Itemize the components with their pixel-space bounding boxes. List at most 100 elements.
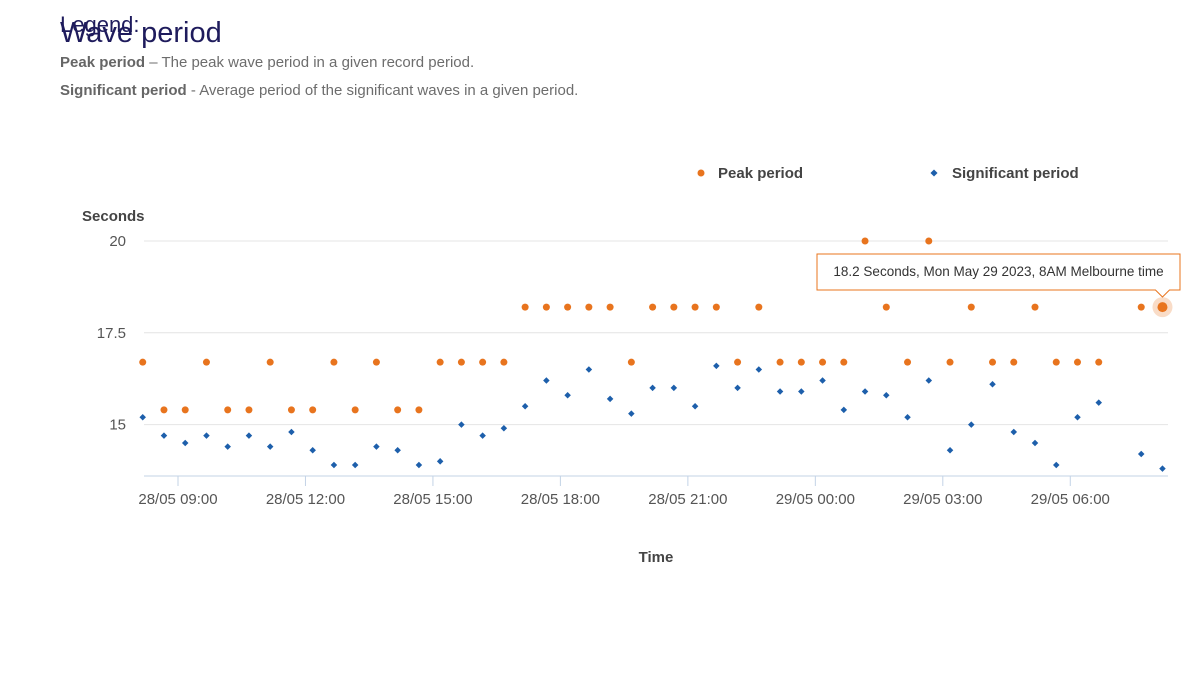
significant-period-point bbox=[288, 428, 295, 436]
peak-period-point bbox=[139, 358, 147, 366]
peak-period-point bbox=[457, 358, 465, 366]
peak-period-point bbox=[946, 358, 954, 366]
significant-period-point bbox=[436, 458, 444, 465]
significant-period-point bbox=[1010, 428, 1018, 436]
significant-period-point bbox=[734, 384, 741, 392]
x-tick-label: 28/05 15:00 bbox=[393, 491, 472, 508]
significant-period-point bbox=[585, 366, 593, 373]
peak-period-point bbox=[415, 406, 423, 414]
significant-period-point bbox=[373, 443, 380, 450]
x-tick-label: 28/05 18:00 bbox=[521, 491, 600, 508]
significant-period-point bbox=[819, 377, 826, 384]
significant-period-point bbox=[1031, 439, 1039, 447]
peak-period-point bbox=[224, 406, 232, 414]
peak-period-point bbox=[202, 358, 210, 366]
peak-period-point bbox=[585, 303, 593, 311]
peak-period-point bbox=[330, 358, 338, 366]
x-tick-label: 28/05 09:00 bbox=[138, 491, 217, 508]
significant-period-point bbox=[351, 461, 359, 469]
peak-period-point bbox=[287, 406, 295, 414]
peak-period-point bbox=[649, 303, 657, 311]
peak-period-point bbox=[797, 358, 805, 366]
peak-period-point bbox=[394, 406, 402, 414]
significant-period-point bbox=[139, 414, 146, 421]
y-tick-label: 17.5 bbox=[97, 325, 126, 342]
peak-period-point bbox=[1010, 358, 1018, 366]
peak-period-point bbox=[819, 358, 827, 366]
significant-period-point bbox=[840, 406, 848, 414]
significant-period-point bbox=[500, 425, 508, 432]
peak-period-point bbox=[861, 237, 869, 245]
x-tick-label: 28/05 21:00 bbox=[648, 491, 727, 508]
peak-period-point bbox=[521, 303, 529, 311]
peak-period-point bbox=[245, 406, 253, 414]
peak-period-point bbox=[691, 303, 699, 311]
peak-period-point bbox=[1137, 303, 1145, 311]
peak-period-point bbox=[500, 358, 508, 366]
definition-separator: - bbox=[186, 82, 200, 99]
significant-period-point bbox=[776, 388, 784, 395]
definition-text: The peak wave period in a given record p… bbox=[161, 54, 475, 71]
significant-period-point bbox=[904, 414, 911, 421]
legend-marker-peak bbox=[697, 169, 705, 177]
significant-period-point bbox=[755, 366, 763, 373]
x-tick-label: 29/05 03:00 bbox=[903, 491, 982, 508]
x-tick-label: 29/05 06:00 bbox=[1031, 491, 1110, 508]
peak-period-point bbox=[1031, 303, 1039, 311]
significant-period-point bbox=[649, 384, 656, 392]
definition-separator: – bbox=[145, 54, 162, 71]
significant-period-point bbox=[989, 380, 996, 388]
significant-period-point bbox=[798, 388, 805, 395]
significant-period-point bbox=[1052, 461, 1060, 469]
x-tick-label: 29/05 00:00 bbox=[776, 491, 855, 508]
significant-period-point bbox=[628, 410, 635, 417]
peak-period-point bbox=[372, 358, 380, 366]
peak-period-point bbox=[904, 358, 912, 366]
significant-period-point bbox=[1095, 399, 1102, 406]
peak-period-point bbox=[967, 303, 975, 311]
peak-period-point bbox=[160, 406, 168, 414]
significant-period-point bbox=[309, 447, 316, 454]
significant-period-point bbox=[245, 432, 253, 439]
significant-period-point bbox=[946, 447, 954, 454]
peak-period-point bbox=[925, 237, 933, 245]
x-tick-label: 28/05 12:00 bbox=[266, 491, 345, 508]
significant-period-point bbox=[691, 402, 699, 410]
peak-period-point bbox=[627, 358, 635, 366]
significant-period-point bbox=[1074, 414, 1081, 421]
significant-period-point bbox=[670, 384, 678, 392]
significant-period-point bbox=[458, 421, 465, 428]
significant-period-point bbox=[203, 432, 210, 439]
peak-period-point bbox=[989, 358, 997, 366]
significant-period-point bbox=[266, 443, 274, 450]
x-axis-title: Time bbox=[639, 549, 674, 566]
peak-period-point bbox=[479, 358, 487, 366]
peak-period-point bbox=[1095, 358, 1103, 366]
definition-term: Peak period bbox=[60, 54, 146, 71]
tooltip-text: 18.2 Seconds, Mon May 29 2023, 8AM Melbo… bbox=[833, 264, 1163, 279]
significant-period-point bbox=[521, 402, 529, 410]
legend-marker-significant bbox=[930, 169, 938, 177]
significant-period-point bbox=[606, 395, 614, 403]
significant-period-point bbox=[1159, 465, 1166, 472]
peak-period-point bbox=[670, 303, 678, 311]
tooltip: 18.2 Seconds, Mon May 29 2023, 8AM Melbo… bbox=[816, 253, 1181, 298]
legend-label: Peak period bbox=[718, 165, 803, 182]
peak-period-point bbox=[564, 303, 572, 311]
legend-label: Significant period bbox=[952, 165, 1079, 182]
significant-period-point bbox=[543, 377, 550, 384]
significant-period-point bbox=[330, 461, 338, 469]
peak-period-point bbox=[309, 406, 317, 414]
significant-period-point bbox=[224, 443, 231, 450]
definition-text: Average period of the significant waves … bbox=[199, 82, 579, 99]
peak-period-point bbox=[840, 358, 848, 366]
peak-period-point bbox=[542, 303, 550, 311]
significant-period-point bbox=[713, 362, 720, 370]
peak-period-point bbox=[776, 358, 784, 366]
peak-period-point bbox=[266, 358, 274, 366]
y-tick-label: 20 bbox=[109, 233, 126, 250]
definition-peak-period: Peak period – The peak wave period in a … bbox=[60, 54, 474, 71]
significant-period-point bbox=[883, 391, 890, 399]
definition-significant-period: Significant period - Average period of t… bbox=[60, 82, 578, 99]
